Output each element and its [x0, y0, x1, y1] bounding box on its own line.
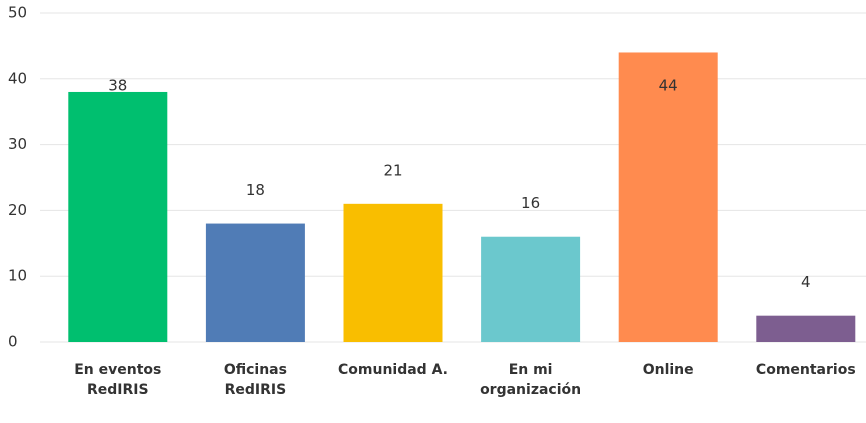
value-label: 38: [108, 77, 127, 95]
x-tick-label-box: Comentarios: [755, 362, 856, 378]
y-tick-label: 50: [8, 4, 27, 22]
y-tick-label: 0: [8, 333, 18, 351]
bar: [343, 203, 443, 342]
y-tick-label: 20: [8, 201, 27, 219]
x-tick-label-box: Comunidad A.: [338, 362, 448, 378]
x-tick-label: Comentarios: [755, 362, 856, 378]
bar: [618, 52, 718, 342]
x-tick-label-box: En mi organización: [480, 362, 582, 398]
value-label: 44: [659, 77, 678, 95]
value-label: 4: [801, 273, 811, 291]
x-tick-label: En mi organización: [480, 362, 582, 398]
y-tick-label: 30: [8, 135, 27, 153]
value-label: 18: [246, 181, 265, 199]
value-label: 21: [383, 161, 402, 179]
x-tick-label-box: Online: [642, 362, 694, 378]
x-tick-label-box: En eventos RedIRIS: [74, 362, 162, 398]
x-tick-label: Online: [642, 362, 694, 378]
bar: [205, 223, 305, 342]
x-tick-label-box: Oficinas RedIRIS: [223, 362, 287, 398]
y-tick-label: 40: [8, 69, 27, 87]
bar: [756, 315, 856, 342]
value-label: 16: [521, 194, 540, 212]
bar: [481, 236, 581, 342]
bar: [68, 91, 168, 343]
x-tick-label: Oficinas RedIRIS: [223, 362, 287, 398]
x-tick-label: Comunidad A.: [338, 362, 448, 378]
x-tick-label: En eventos RedIRIS: [74, 362, 162, 398]
y-tick-label: 10: [8, 267, 27, 285]
